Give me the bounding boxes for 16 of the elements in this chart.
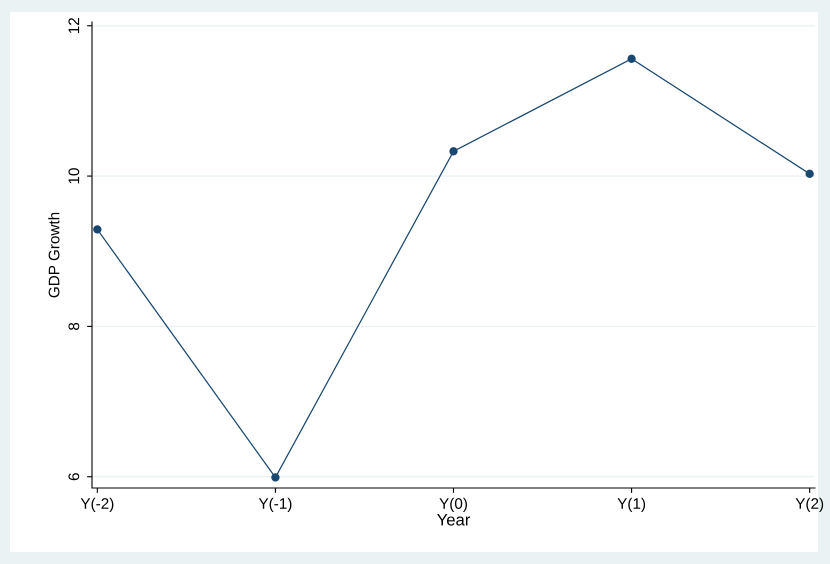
x-tick-label: Y(1) bbox=[617, 498, 646, 512]
point bbox=[627, 54, 636, 63]
y-tick-label: 8 bbox=[68, 322, 80, 330]
point bbox=[93, 225, 102, 234]
point bbox=[805, 170, 814, 178]
y-tick-label: 6 bbox=[68, 473, 80, 480]
point bbox=[271, 473, 280, 482]
x-tick-label: Y(-1) bbox=[258, 498, 292, 512]
x-tick-label: Y(2) bbox=[796, 498, 824, 512]
x-axis-title: Year bbox=[437, 514, 470, 526]
y-tick-label: 10 bbox=[68, 168, 80, 184]
x-tick-label: Y(0) bbox=[439, 498, 467, 512]
point bbox=[449, 147, 458, 156]
y-tick-label: 12 bbox=[68, 18, 80, 34]
y-axis-title: GDP Growth bbox=[48, 212, 60, 298]
x-tick-label: Y(-2) bbox=[80, 498, 114, 512]
